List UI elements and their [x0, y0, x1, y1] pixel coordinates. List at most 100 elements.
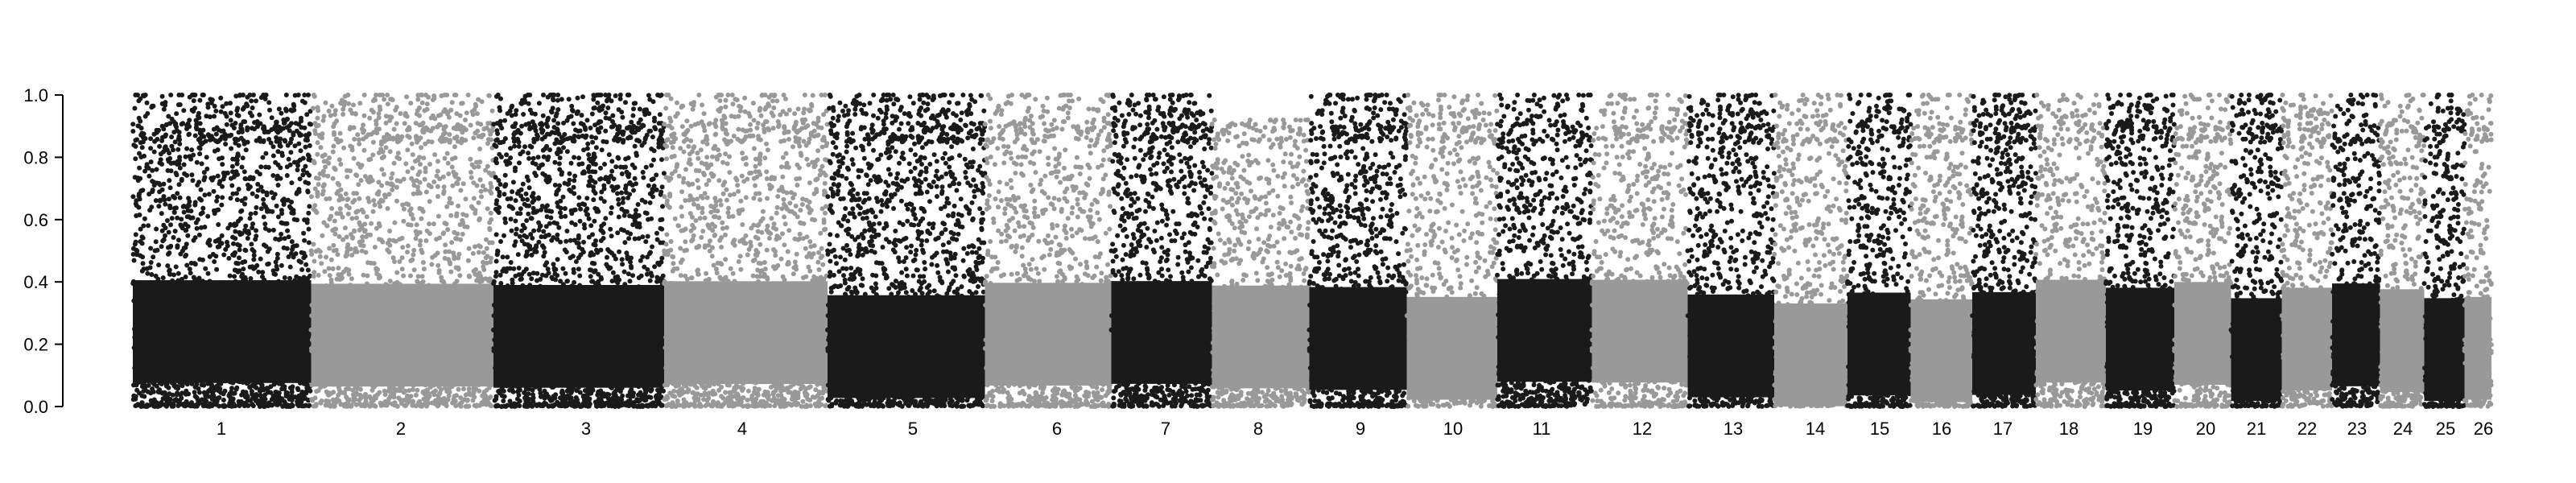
- data-point: [505, 254, 510, 260]
- data-point: [200, 127, 206, 133]
- data-point: [516, 143, 522, 149]
- data-point: [401, 176, 407, 182]
- data-point: [570, 335, 576, 341]
- data-point: [633, 208, 638, 213]
- data-point: [492, 398, 497, 403]
- data-point: [265, 341, 270, 345]
- data-point: [325, 323, 331, 328]
- data-point: [139, 268, 145, 274]
- data-point: [380, 378, 386, 384]
- data-point: [201, 318, 207, 324]
- data-point: [358, 178, 364, 184]
- data-point: [405, 134, 411, 138]
- data-point: [132, 175, 138, 180]
- data-point: [381, 316, 386, 322]
- data-point: [307, 172, 312, 178]
- data-point: [374, 191, 380, 196]
- data-point: [427, 302, 432, 308]
- data-point: [161, 222, 167, 228]
- data-point: [454, 111, 460, 117]
- data-point: [485, 206, 490, 212]
- data-point: [441, 188, 447, 194]
- data-point: [464, 110, 469, 116]
- data-point: [385, 180, 390, 186]
- data-point: [413, 392, 419, 398]
- data-point: [421, 155, 427, 161]
- data-point: [188, 270, 193, 276]
- data-point: [280, 379, 286, 385]
- data-point: [308, 122, 314, 127]
- data-point: [402, 121, 407, 126]
- data-point: [163, 144, 168, 150]
- data-point: [132, 335, 138, 340]
- data-point: [204, 316, 210, 321]
- data-point: [445, 298, 451, 303]
- data-point: [429, 262, 435, 267]
- data-point: [250, 93, 256, 97]
- data-point: [451, 250, 456, 256]
- data-point: [320, 168, 326, 174]
- data-point: [270, 195, 276, 200]
- data-point: [603, 110, 609, 116]
- data-point: [214, 208, 220, 213]
- data-point: [427, 345, 432, 351]
- data-point: [241, 361, 246, 367]
- data-point: [312, 258, 317, 264]
- data-point: [209, 97, 215, 103]
- data-point: [439, 278, 444, 283]
- data-point: [620, 341, 625, 345]
- data-point: [454, 211, 460, 217]
- data-point: [332, 226, 338, 232]
- data-point: [212, 114, 217, 119]
- data-point: [229, 146, 234, 151]
- data-point: [179, 357, 184, 363]
- data-point: [328, 347, 333, 353]
- data-point: [386, 388, 391, 394]
- data-point: [197, 390, 202, 395]
- data-point: [299, 250, 304, 255]
- data-point: [155, 336, 160, 341]
- data-point: [186, 214, 192, 220]
- data-point: [261, 196, 266, 202]
- data-point: [142, 314, 147, 320]
- data-point: [364, 341, 369, 346]
- data-point: [211, 126, 217, 132]
- data-point: [320, 381, 325, 386]
- data-point: [242, 196, 248, 201]
- data-point: [218, 95, 224, 101]
- data-point: [583, 134, 588, 140]
- data-point: [563, 270, 568, 276]
- data-point: [296, 286, 302, 291]
- data-point: [585, 212, 591, 217]
- data-point: [286, 291, 291, 296]
- data-point: [453, 124, 459, 130]
- data-point: [332, 167, 338, 172]
- data-point: [139, 145, 145, 151]
- data-point: [419, 327, 425, 332]
- data-point: [405, 250, 410, 255]
- data-point: [534, 330, 539, 336]
- data-point: [303, 144, 308, 150]
- data-point: [164, 218, 170, 223]
- data-point: [152, 322, 158, 328]
- data-point: [619, 171, 625, 176]
- data-point: [417, 242, 423, 248]
- data-point: [367, 366, 373, 372]
- data-point: [242, 176, 248, 181]
- data-point: [469, 109, 475, 114]
- data-point: [193, 343, 199, 349]
- data-point: [283, 304, 289, 310]
- data-point: [321, 114, 327, 119]
- data-point: [197, 373, 203, 378]
- data-point: [377, 390, 382, 395]
- data-point: [480, 323, 485, 328]
- data-point: [266, 377, 271, 382]
- data-point: [638, 117, 643, 122]
- data-point: [648, 394, 654, 400]
- data-point: [218, 109, 224, 114]
- data-point: [250, 221, 255, 227]
- data-point: [331, 390, 336, 395]
- data-point: [299, 118, 303, 124]
- data-point: [249, 126, 254, 131]
- data-point: [295, 163, 300, 168]
